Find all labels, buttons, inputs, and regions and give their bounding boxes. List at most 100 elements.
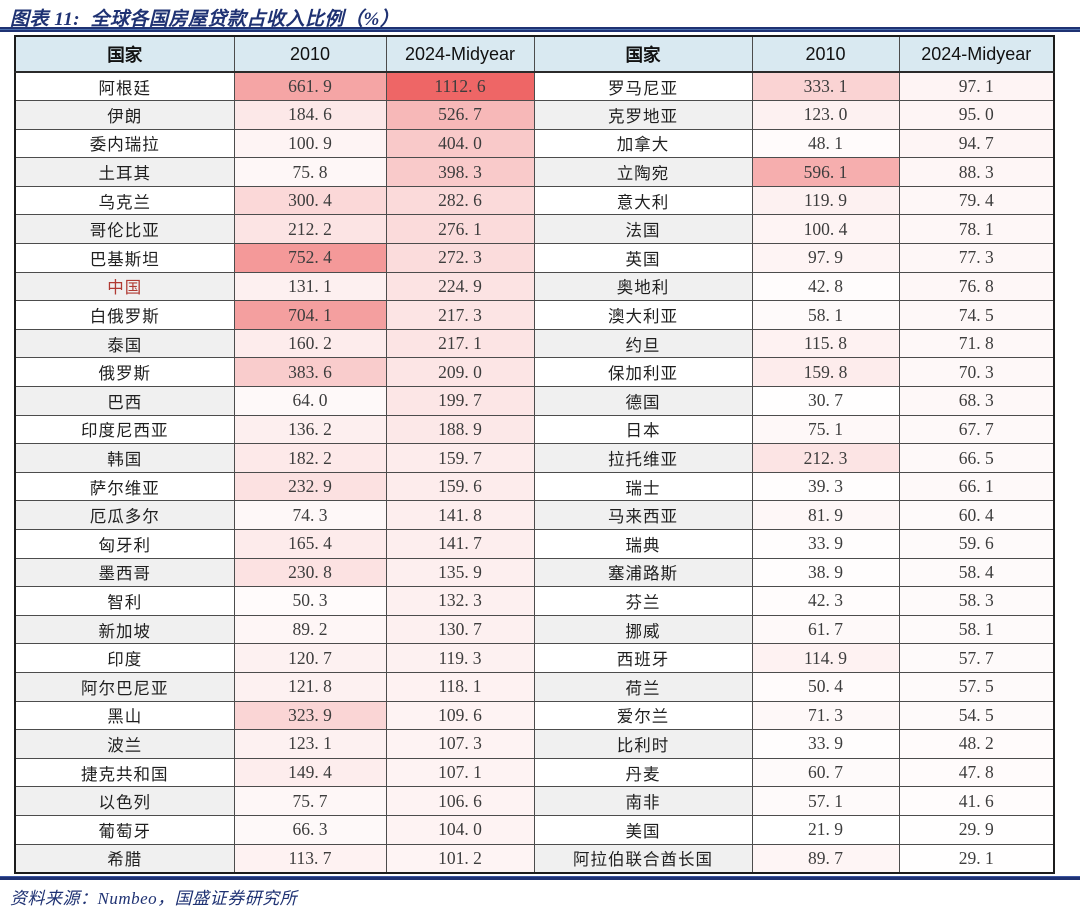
country-cell: 新加坡 <box>14 614 235 645</box>
value-cell: 75. 7 <box>233 786 387 816</box>
country-cell: 南非 <box>533 786 753 816</box>
table-row: 匈牙利 165. 4 141. 7 瑞典 33. 9 59. 6 <box>14 529 1055 559</box>
table-row: 泰国 160. 2 217. 1 约旦 115. 8 71. 8 <box>14 328 1055 359</box>
country-cell: 委内瑞拉 <box>14 128 235 159</box>
value-cell: 79. 4 <box>898 185 1055 216</box>
value-cell: 119. 3 <box>385 643 535 673</box>
value-cell: 59. 6 <box>898 529 1055 559</box>
value-cell: 89. 7 <box>751 843 900 874</box>
header-2010-left: 2010 <box>233 35 387 73</box>
country-cell: 智利 <box>14 586 235 616</box>
header-2010-right: 2010 <box>751 35 900 73</box>
value-cell: 42. 3 <box>751 586 900 616</box>
value-cell: 100. 4 <box>751 214 900 245</box>
country-cell: 约旦 <box>533 328 753 359</box>
country-cell: 丹麦 <box>533 757 753 788</box>
value-cell: 135. 9 <box>385 557 535 588</box>
country-cell: 巴西 <box>14 386 235 416</box>
value-cell: 74. 3 <box>233 500 387 530</box>
country-cell: 白俄罗斯 <box>14 300 235 330</box>
country-cell: 克罗地亚 <box>533 100 753 130</box>
value-cell: 64. 0 <box>233 386 387 416</box>
country-cell: 塞浦路斯 <box>533 557 753 588</box>
country-cell: 印度尼西亚 <box>14 414 235 445</box>
value-cell: 57. 5 <box>898 671 1055 702</box>
table-row: 萨尔维亚 232. 9 159. 6 瑞士 39. 3 66. 1 <box>14 471 1055 502</box>
table-row: 以色列 75. 7 106. 6 南非 57. 1 41. 6 <box>14 786 1055 816</box>
country-cell: 法国 <box>533 214 753 245</box>
footer-divider <box>0 875 1080 880</box>
value-cell: 212. 2 <box>233 214 387 245</box>
value-cell: 77. 3 <box>898 243 1055 273</box>
country-cell: 英国 <box>533 243 753 273</box>
country-cell: 俄罗斯 <box>14 357 235 388</box>
value-cell: 71. 8 <box>898 328 1055 359</box>
country-cell: 阿根廷 <box>14 71 235 102</box>
value-cell: 160. 2 <box>233 328 387 359</box>
value-cell: 42. 8 <box>751 271 900 302</box>
table-row: 印度尼西亚 136. 2 188. 9 日本 75. 1 67. 7 <box>14 414 1055 445</box>
value-cell: 60. 4 <box>898 500 1055 530</box>
value-cell: 217. 3 <box>385 300 535 330</box>
value-cell: 30. 7 <box>751 386 900 416</box>
value-cell: 66. 1 <box>898 471 1055 502</box>
value-cell: 123. 1 <box>233 729 387 759</box>
header-2024-right: 2024-Midyear <box>898 35 1055 73</box>
value-cell: 123. 0 <box>751 100 900 130</box>
table-row: 阿尔巴尼亚 121. 8 118. 1 荷兰 50. 4 57. 5 <box>14 671 1055 702</box>
country-cell: 马来西亚 <box>533 500 753 530</box>
value-cell: 74. 5 <box>898 300 1055 330</box>
table-row: 波兰 123. 1 107. 3 比利时 33. 9 48. 2 <box>14 729 1055 759</box>
country-cell: 以色列 <box>14 786 235 816</box>
table-row: 土耳其 75. 8 398. 3 立陶宛 596. 1 88. 3 <box>14 157 1055 187</box>
country-cell: 西班牙 <box>533 643 753 673</box>
value-cell: 596. 1 <box>751 157 900 187</box>
country-cell: 波兰 <box>14 729 235 759</box>
country-cell: 奥地利 <box>533 271 753 302</box>
source-note: 资料来源：Numbeo，国盛证券研究所 <box>10 888 298 908</box>
value-cell: 113. 7 <box>233 843 387 874</box>
value-cell: 182. 2 <box>233 443 387 473</box>
value-cell: 141. 7 <box>385 529 535 559</box>
value-cell: 57. 7 <box>898 643 1055 673</box>
table-row: 委内瑞拉 100. 9 404. 0 加拿大 48. 1 94. 7 <box>14 128 1055 159</box>
value-cell: 184. 6 <box>233 100 387 130</box>
country-cell: 厄瓜多尔 <box>14 500 235 530</box>
value-cell: 300. 4 <box>233 185 387 216</box>
value-cell: 272. 3 <box>385 243 535 273</box>
value-cell: 136. 2 <box>233 414 387 445</box>
country-cell: 中国 <box>14 271 235 302</box>
value-cell: 61. 7 <box>751 614 900 645</box>
country-cell: 比利时 <box>533 729 753 759</box>
country-cell: 爱尔兰 <box>533 700 753 731</box>
table-row: 哥伦比亚 212. 2 276. 1 法国 100. 4 78. 1 <box>14 214 1055 245</box>
value-cell: 276. 1 <box>385 214 535 245</box>
value-cell: 58. 1 <box>751 300 900 330</box>
country-cell: 哥伦比亚 <box>14 214 235 245</box>
country-cell: 意大利 <box>533 185 753 216</box>
value-cell: 94. 7 <box>898 128 1055 159</box>
country-cell: 伊朗 <box>14 100 235 130</box>
value-cell: 109. 6 <box>385 700 535 731</box>
value-cell: 149. 4 <box>233 757 387 788</box>
country-cell: 德国 <box>533 386 753 416</box>
value-cell: 71. 3 <box>751 700 900 731</box>
value-cell: 47. 8 <box>898 757 1055 788</box>
country-cell: 澳大利亚 <box>533 300 753 330</box>
country-cell: 美国 <box>533 814 753 845</box>
title-divider <box>0 27 1080 32</box>
value-cell: 50. 3 <box>233 586 387 616</box>
country-cell: 瑞典 <box>533 529 753 559</box>
table-row: 伊朗 184. 6 526. 7 克罗地亚 123. 0 95. 0 <box>14 100 1055 130</box>
value-cell: 48. 2 <box>898 729 1055 759</box>
value-cell: 33. 9 <box>751 529 900 559</box>
table-row: 捷克共和国 149. 4 107. 1 丹麦 60. 7 47. 8 <box>14 757 1055 788</box>
value-cell: 107. 3 <box>385 729 535 759</box>
value-cell: 97. 9 <box>751 243 900 273</box>
value-cell: 1112. 6 <box>385 71 535 102</box>
table-row: 俄罗斯 383. 6 209. 0 保加利亚 159. 8 70. 3 <box>14 357 1055 388</box>
value-cell: 89. 2 <box>233 614 387 645</box>
value-cell: 661. 9 <box>233 71 387 102</box>
country-cell: 加拿大 <box>533 128 753 159</box>
